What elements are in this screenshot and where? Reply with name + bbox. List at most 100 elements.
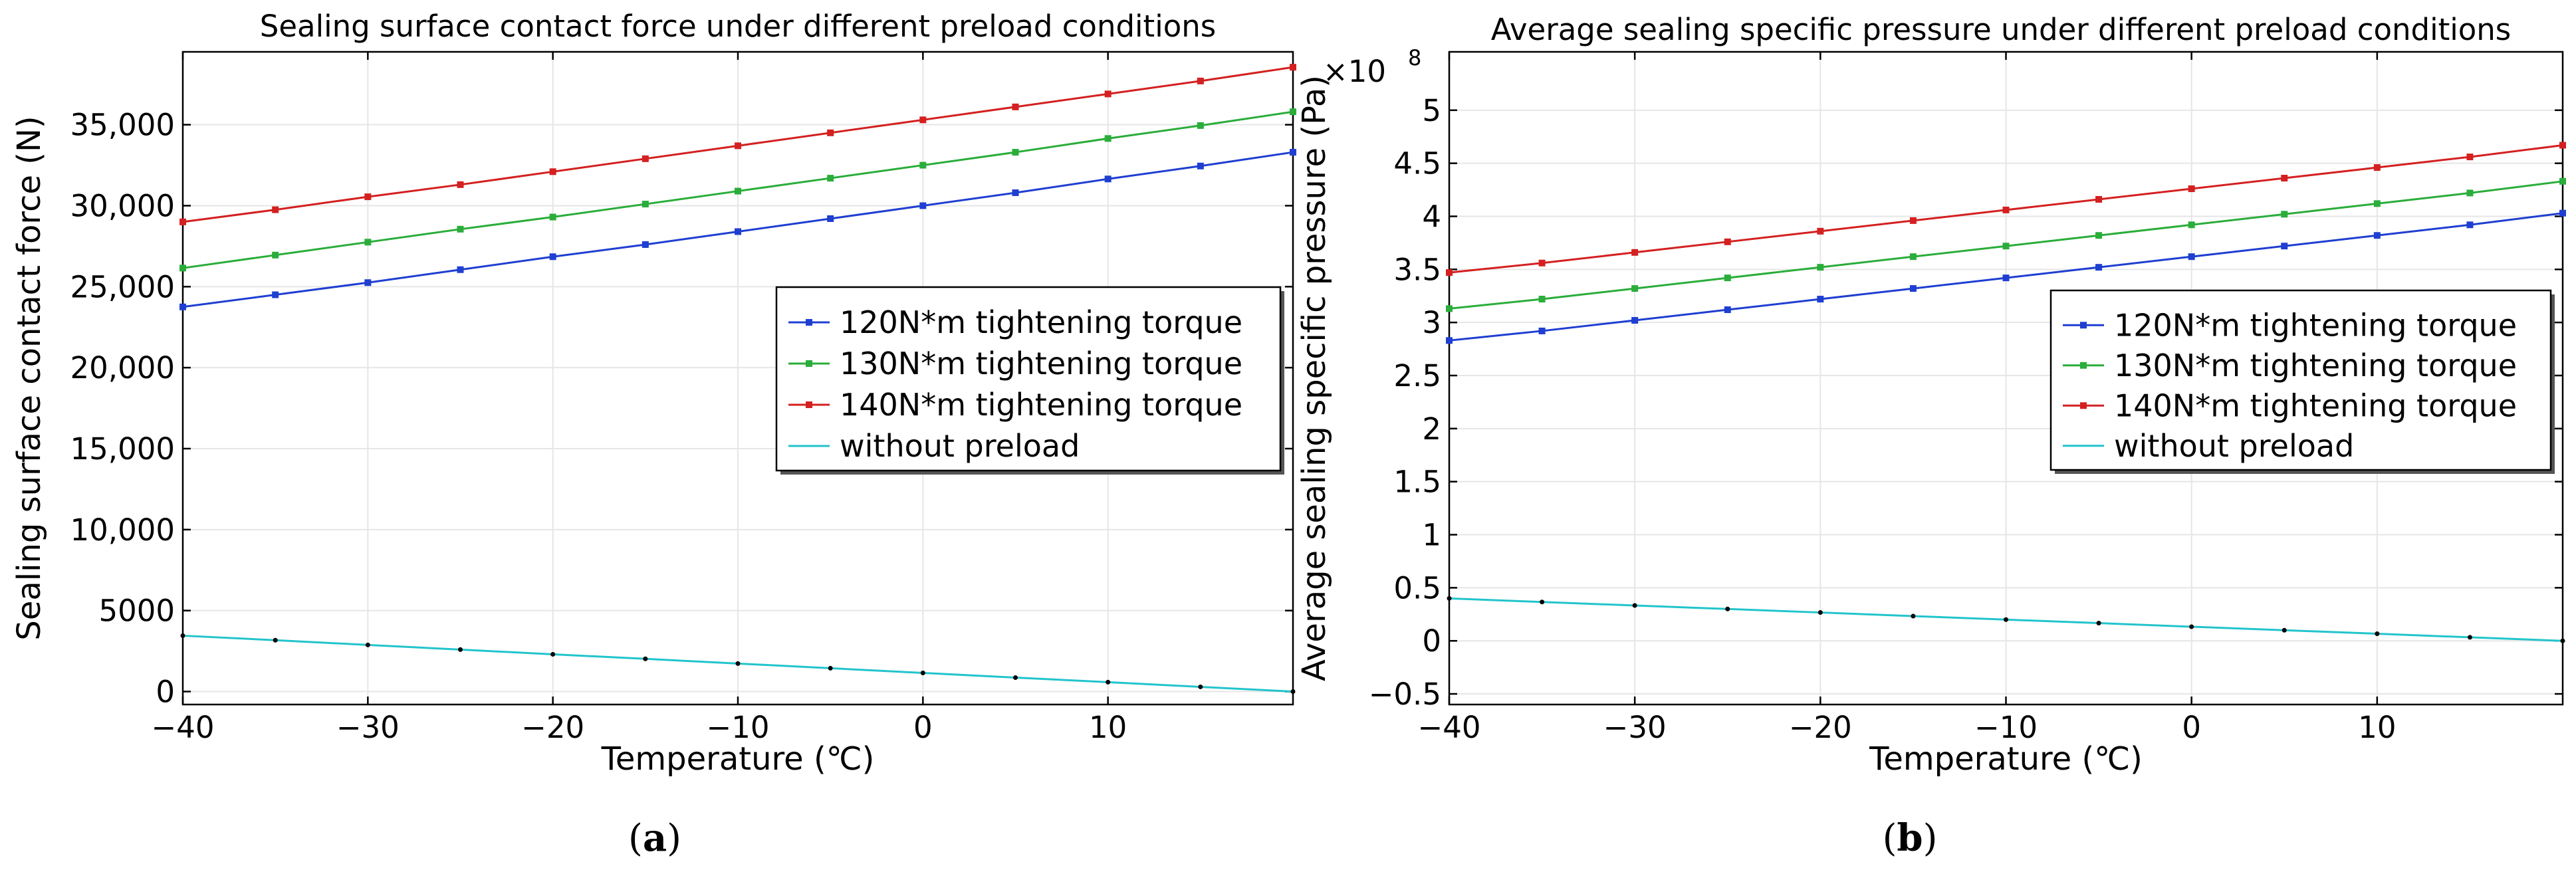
chart2-y-exponent: 8 bbox=[1408, 45, 1421, 70]
chart1-series-3-point-2 bbox=[365, 642, 370, 647]
chart1-series-3-point-6 bbox=[735, 661, 741, 666]
chart1-series-1-point-5 bbox=[642, 201, 649, 208]
chart2-series-1-point-0 bbox=[1446, 305, 1453, 312]
chart1-series-2-point-11 bbox=[1197, 77, 1204, 84]
chart1-series-2-point-8 bbox=[919, 116, 927, 124]
chart1-series-3-point-0 bbox=[180, 633, 185, 638]
chart2-series-0-point-5 bbox=[1909, 285, 1917, 292]
chart2-series-2-point-6 bbox=[2002, 206, 2010, 213]
chart1-series-3-point-5 bbox=[643, 656, 648, 661]
chart2-series-2-point-7 bbox=[2095, 195, 2103, 203]
chart2-series-0-point-4 bbox=[1817, 296, 1824, 303]
chart2-legend-marker-0 bbox=[2080, 322, 2087, 329]
chart2-series-2-point-9 bbox=[2281, 175, 2288, 182]
chart2-series-0-point-9 bbox=[2281, 243, 2288, 250]
chart1-series-3-point-12 bbox=[1290, 689, 1296, 695]
chart2-series-3-point-3 bbox=[1725, 606, 1730, 611]
chart1-xtick-label-5: 10 bbox=[1089, 710, 1127, 745]
chart2-ytick-label-8: 3.5 bbox=[1393, 252, 1441, 287]
chart1-series-0-point-9 bbox=[1012, 189, 1019, 196]
chart2-title: Average sealing specific pressure under … bbox=[1491, 12, 2511, 47]
chart1-series-3-point-11 bbox=[1198, 684, 1203, 689]
chart2-series-1-point-12 bbox=[2559, 177, 2566, 185]
chart1-series-1-point-9 bbox=[1012, 149, 1019, 156]
chart1-series-0-point-7 bbox=[827, 215, 834, 222]
chart1-ytick-label-6: 30,000 bbox=[70, 188, 175, 223]
chart2-series-0-point-10 bbox=[2373, 232, 2381, 239]
chart2-series-2-point-10 bbox=[2373, 164, 2381, 171]
chart2-series-3-point-6 bbox=[2004, 617, 2008, 622]
chart1-xtick-label-3: −10 bbox=[707, 710, 770, 745]
chart2-series-0-point-12 bbox=[2559, 209, 2566, 217]
chart2-series-0-point-1 bbox=[1538, 327, 1546, 334]
chart2-ytick-label-9: 4 bbox=[1422, 199, 1441, 234]
chart2-series-3-point-7 bbox=[2096, 621, 2101, 626]
chart2-series-2-point-4 bbox=[1817, 227, 1824, 235]
chart2-series-3-point-0 bbox=[1447, 596, 1452, 601]
chart1-ytick-label-2: 10,000 bbox=[70, 512, 175, 548]
chart2-series-3-point-8 bbox=[2189, 624, 2194, 629]
chart2-series-2-point-12 bbox=[2559, 142, 2566, 149]
chart1-series-2-point-12 bbox=[1290, 64, 1296, 71]
chart2-legend-label-0: 120N*m tightening torque bbox=[2114, 307, 2517, 343]
chart2-series-3-point-5 bbox=[1911, 613, 1916, 619]
chart2-series-0-point-0 bbox=[1446, 337, 1453, 344]
chart2-xtick-label-0: −40 bbox=[1418, 710, 1481, 745]
chart1-series-3-point-8 bbox=[920, 670, 925, 675]
chart2-legend-label-3: without preload bbox=[2114, 428, 2354, 464]
chart2-series-2-point-5 bbox=[1909, 217, 1917, 224]
chart1-series-1-point-11 bbox=[1197, 122, 1204, 129]
chart2-series-1-point-2 bbox=[1631, 285, 1639, 292]
chart2-series-1-point-5 bbox=[1909, 253, 1917, 261]
chart1-series-1-point-1 bbox=[272, 251, 279, 259]
chart2-series-1-point-1 bbox=[1538, 296, 1546, 303]
chart1-series-0-point-0 bbox=[179, 303, 186, 310]
chart1-series-2-point-2 bbox=[364, 193, 372, 201]
chart1-series-2-point-10 bbox=[1104, 90, 1112, 98]
chart2-caption: (b) bbox=[1883, 816, 1938, 860]
chart1-xtick-label-1: −30 bbox=[336, 710, 400, 745]
chart1-series-3-point-1 bbox=[273, 637, 278, 643]
chart1-series-0-point-12 bbox=[1290, 149, 1296, 156]
chart1-series-0-point-5 bbox=[642, 241, 649, 248]
chart1-series-3-point-3 bbox=[458, 647, 463, 652]
chart2-series-3-point-2 bbox=[1632, 603, 1637, 608]
chart2-ytick-label-2: 0.5 bbox=[1393, 570, 1441, 605]
chart2-y-multiplier: ×10 bbox=[1323, 54, 1386, 89]
chart1-series-2-point-4 bbox=[549, 168, 556, 175]
chart1-legend-label-2: 140N*m tightening torque bbox=[840, 387, 1242, 423]
chart2-series-1-point-3 bbox=[1724, 274, 1731, 282]
chart2-series-2-point-2 bbox=[1631, 249, 1639, 256]
chart1-ytick-label-3: 15,000 bbox=[70, 431, 175, 467]
chart2-legend-marker-1 bbox=[2080, 362, 2087, 369]
chart1-series-0-point-3 bbox=[457, 266, 464, 273]
chart2-series-0-point-7 bbox=[2095, 264, 2103, 271]
chart1-ylabel: Sealing surface contact force (N) bbox=[11, 116, 48, 640]
chart1-ytick-label-1: 5000 bbox=[98, 594, 175, 629]
chart1-series-2-point-6 bbox=[735, 142, 741, 150]
chart1-series-1-point-0 bbox=[179, 265, 186, 272]
chart1-series-3-point-9 bbox=[1013, 675, 1018, 681]
chart1-xtick-label-4: 0 bbox=[913, 710, 933, 745]
chart2-legend-label-1: 130N*m tightening torque bbox=[2114, 348, 2517, 383]
chart1-ytick-label-5: 25,000 bbox=[70, 269, 175, 304]
chart1-legend-marker-2 bbox=[806, 401, 812, 408]
chart2-ytick-label-3: 1 bbox=[1422, 518, 1441, 553]
chart1-ytick-label-4: 20,000 bbox=[70, 350, 175, 385]
chart1-series-0-point-6 bbox=[735, 228, 741, 235]
chart2-series-0-point-6 bbox=[2002, 274, 2010, 282]
chart2-series-1-point-11 bbox=[2466, 189, 2474, 197]
chart2-series-1-point-8 bbox=[2188, 221, 2195, 229]
chart2-series-2-point-11 bbox=[2466, 154, 2474, 161]
chart1-series-0-point-10 bbox=[1104, 175, 1112, 183]
chart1-series-0-point-8 bbox=[919, 202, 927, 209]
chart2-xtick-label-1: −30 bbox=[1603, 710, 1667, 745]
chart1-series-2-point-9 bbox=[1012, 103, 1019, 110]
chart2-ytick-label-1: 0 bbox=[1422, 623, 1441, 659]
chart1-legend-label-3: without preload bbox=[840, 428, 1080, 464]
chart2-ytick-label-11: 5 bbox=[1422, 93, 1441, 128]
chart1-legend-box bbox=[775, 286, 1282, 472]
chart2-legend-box bbox=[2049, 289, 2552, 471]
chart2-series-0-point-8 bbox=[2188, 253, 2195, 261]
